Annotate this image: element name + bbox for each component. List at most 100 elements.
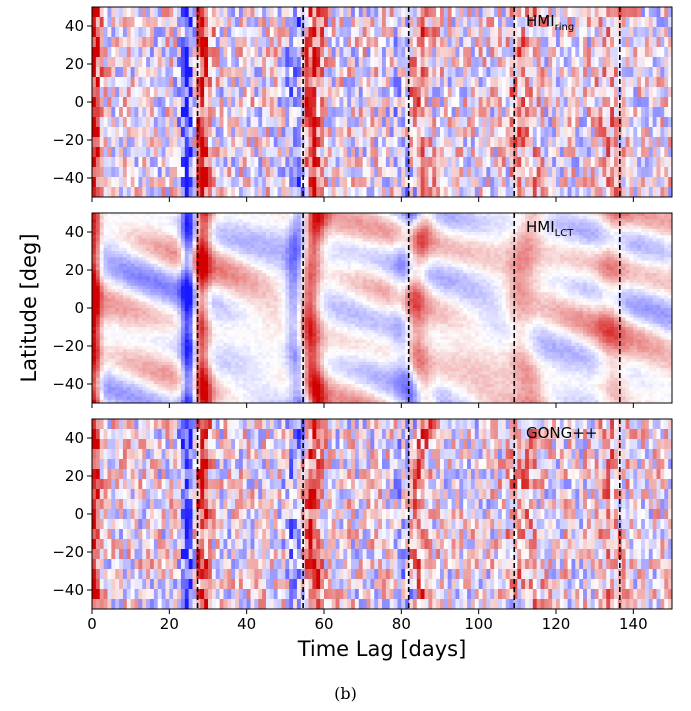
heatmap-cell — [223, 57, 228, 68]
heatmap-cell — [269, 238, 275, 243]
heatmap-cell — [641, 87, 646, 98]
heatmap-cell — [614, 107, 619, 118]
heatmap-cell — [138, 77, 143, 88]
heatmap-cell — [478, 238, 484, 243]
heatmap-cell — [320, 7, 325, 18]
heatmap-cell — [598, 235, 603, 239]
heatmap-cell — [347, 107, 352, 118]
heatmap-cell — [246, 254, 252, 258]
heatmap-cell — [157, 238, 163, 243]
heatmap-cell — [242, 187, 248, 197]
heatmap-cell — [401, 97, 406, 108]
heatmap-cell — [459, 254, 464, 258]
heatmap-cell — [254, 47, 259, 58]
heatmap-cell — [188, 228, 194, 233]
heatmap-cell — [351, 107, 356, 118]
heatmap-cell — [606, 222, 611, 227]
heatmap-cell — [486, 117, 491, 128]
heatmap-cell — [331, 254, 337, 258]
heatmap-cell — [602, 187, 607, 197]
heatmap-cell — [111, 127, 116, 138]
heatmap-cell — [397, 127, 402, 138]
heatmap-cell — [320, 57, 325, 68]
heatmap-cell — [459, 232, 464, 236]
heatmap-cell — [447, 167, 453, 178]
heatmap-cell — [122, 257, 128, 262]
heatmap-cell — [281, 147, 286, 158]
heatmap-cell — [192, 137, 197, 148]
heatmap-cell — [544, 228, 549, 233]
heatmap-cell — [509, 7, 515, 18]
heatmap-cell — [327, 222, 333, 227]
heatmap-cell — [602, 225, 607, 230]
heatmap-cell — [447, 17, 453, 28]
heatmap-cell — [180, 87, 186, 98]
heatmap-cell — [559, 244, 565, 249]
heatmap-cell — [296, 225, 302, 230]
heatmap-cell — [583, 251, 588, 255]
heatmap-cell — [641, 235, 646, 239]
heatmap-cell — [440, 57, 445, 68]
heatmap-cell — [610, 225, 615, 230]
heatmap-cell — [563, 127, 569, 138]
heatmap-cell — [621, 47, 627, 58]
heatmap-cell — [579, 225, 584, 230]
heatmap-cell — [150, 241, 155, 246]
heatmap-cell — [219, 216, 225, 220]
heatmap-cell — [664, 251, 669, 255]
heatmap-cell — [451, 97, 457, 108]
heatmap-cell — [266, 57, 271, 68]
heatmap-cell — [382, 167, 387, 178]
heatmap-cell — [447, 225, 453, 230]
heatmap-cell — [621, 127, 627, 138]
heatmap-cell — [602, 254, 607, 258]
heatmap-cell — [385, 213, 391, 217]
heatmap-cell — [335, 219, 341, 224]
heatmap-cell — [180, 47, 186, 58]
heatmap-cell — [126, 27, 132, 38]
heatmap-cell — [633, 177, 638, 188]
heatmap-cell — [111, 117, 116, 128]
heatmap-cell — [339, 137, 344, 148]
heatmap-cell — [335, 222, 341, 227]
heatmap-cell — [617, 137, 623, 148]
heatmap-cell — [246, 37, 252, 48]
heatmap-cell — [382, 117, 387, 128]
heatmap-cell — [416, 27, 422, 38]
heatmap-cell — [223, 157, 228, 168]
heatmap-cell — [389, 216, 395, 220]
heatmap-cell — [517, 177, 522, 188]
heatmap-cell — [242, 67, 248, 78]
heatmap-cell — [320, 147, 325, 158]
heatmap-cell — [610, 107, 615, 118]
heatmap-cell — [223, 187, 228, 197]
heatmap-cell — [119, 157, 124, 168]
heatmap-cell — [567, 225, 573, 230]
heatmap-cell — [285, 67, 290, 78]
heatmap-cell — [111, 213, 116, 217]
heatmap-cell — [273, 157, 279, 168]
heatmap-cell — [385, 97, 391, 108]
heatmap-cell — [629, 235, 634, 239]
heatmap-cell — [528, 27, 534, 38]
heatmap-cell — [428, 232, 433, 236]
heatmap-cell — [196, 167, 201, 178]
heatmap-cell — [447, 177, 453, 188]
heatmap-cell — [262, 137, 267, 148]
heatmap-cell — [103, 213, 109, 217]
heatmap-cell — [269, 87, 275, 98]
heatmap-cell — [552, 213, 557, 217]
heatmap-cell — [293, 37, 298, 48]
heatmap-cell — [277, 157, 283, 168]
heatmap-cell — [382, 216, 387, 220]
heatmap-cell — [281, 222, 286, 227]
heatmap-cell — [231, 27, 236, 38]
heatmap-cell — [188, 254, 194, 258]
heatmap-cell — [95, 127, 101, 138]
heatmap-cell — [575, 97, 580, 108]
heatmap-cell — [660, 117, 665, 128]
heatmap-cell — [254, 7, 259, 18]
heatmap-cell — [204, 17, 209, 28]
